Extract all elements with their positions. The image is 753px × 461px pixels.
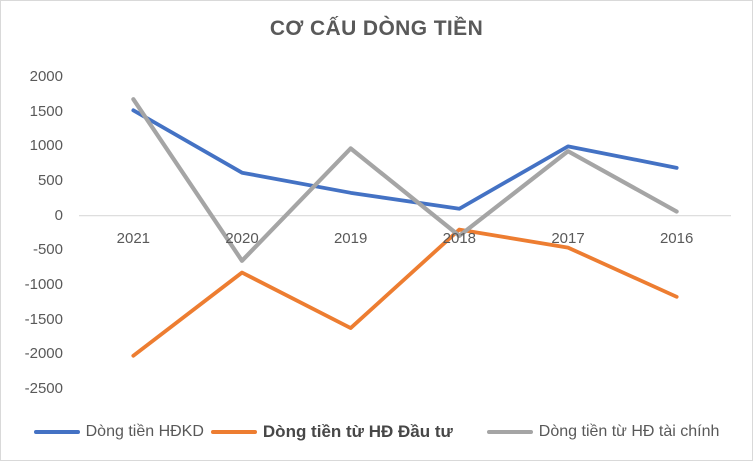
legend-item-tai-chinh: Dòng tiền từ HĐ tài chính	[486, 423, 720, 441]
series-line-2	[131, 97, 679, 263]
y-axis-tick-label: 0	[54, 206, 63, 224]
legend-swatch-investing-line-icon	[210, 429, 257, 435]
x-axis-tick-label: 2017	[551, 230, 585, 247]
x-axis-tick-label: 2021	[116, 230, 151, 247]
legend-swatch-financing-line-icon	[486, 429, 533, 435]
x-axis-tick-label: 2020	[225, 230, 259, 247]
legend-item-dau-tu: Dòng tiền từ HĐ Đầu tư	[210, 422, 453, 442]
y-axis-tick-label: -1000	[24, 276, 63, 294]
legend: Dòng tiền HĐKD Dòng tiền từ HĐ Đầu tư Dò…	[1, 418, 752, 446]
y-axis-tick-label: 1500	[29, 102, 63, 120]
y-axis-tick-label: 500	[37, 172, 63, 190]
y-axis-tick-label: -500	[32, 241, 63, 259]
legend-item-hdkd: Dòng tiền HĐKD	[33, 423, 204, 441]
chart-title: CƠ CẤU DÒNG TIỀN	[269, 17, 484, 40]
legend-label-investing: Dòng tiền từ HĐ Đầu tư	[262, 422, 453, 441]
y-axis-tick-label: -1500	[24, 310, 63, 328]
x-axis-tick-label: 2019	[333, 230, 368, 247]
x-axis-tick-label: 2016	[659, 230, 694, 247]
series-line-0	[131, 108, 679, 211]
legend-swatch-operating-line-icon	[33, 429, 80, 435]
y-axis-tick-label: -2000	[24, 345, 63, 363]
y-axis-tick-label: 2000	[29, 68, 63, 86]
legend-label-financing: Dòng tiền từ HĐ tài chính	[538, 423, 720, 440]
y-axis-tick-label: -2500	[24, 380, 63, 398]
legend-label-operating: Dòng tiền HĐKD	[85, 423, 204, 440]
y-axis-tick-label: 1000	[29, 137, 63, 155]
series-line-1	[131, 227, 679, 358]
x-axis-tick-label: 2018	[442, 230, 477, 247]
